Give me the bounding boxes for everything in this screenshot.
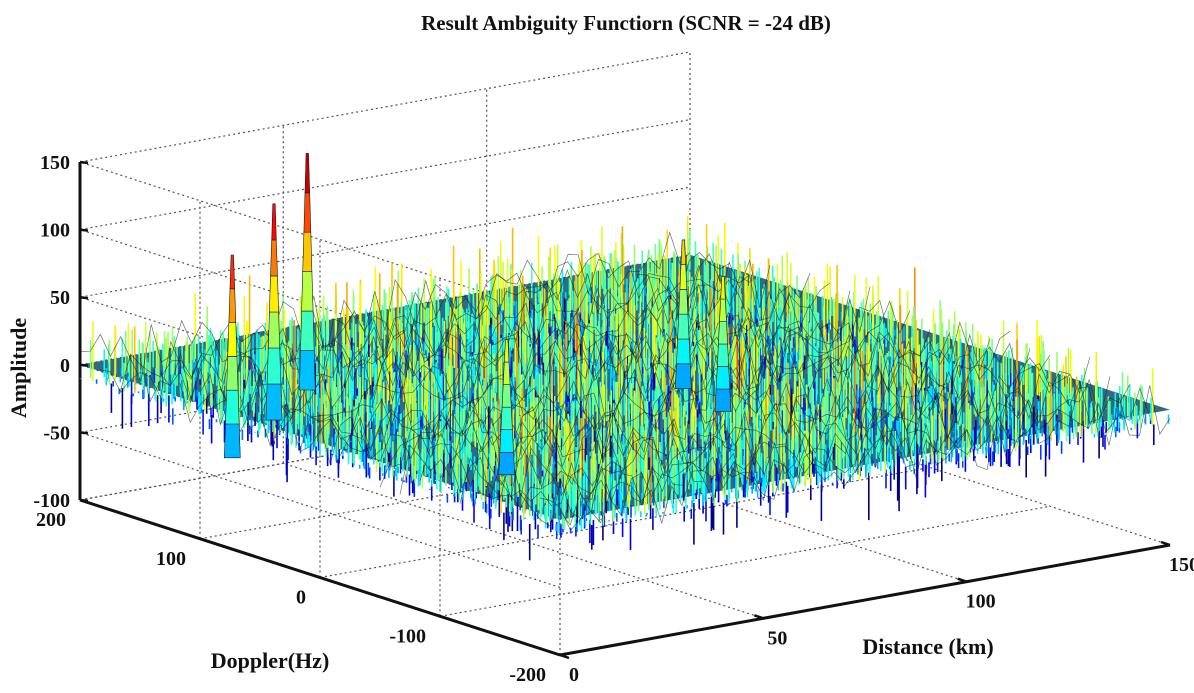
chart-title: Result Ambiguity Functiorn (SCNR = -24 d… <box>421 11 831 35</box>
gridline-distance-floor <box>283 462 764 619</box>
noise-surface <box>79 216 1171 561</box>
gridline-doppler-floor <box>439 505 1051 617</box>
gridline-doppler-floor <box>319 466 931 579</box>
distance-axis-line <box>559 543 1171 657</box>
